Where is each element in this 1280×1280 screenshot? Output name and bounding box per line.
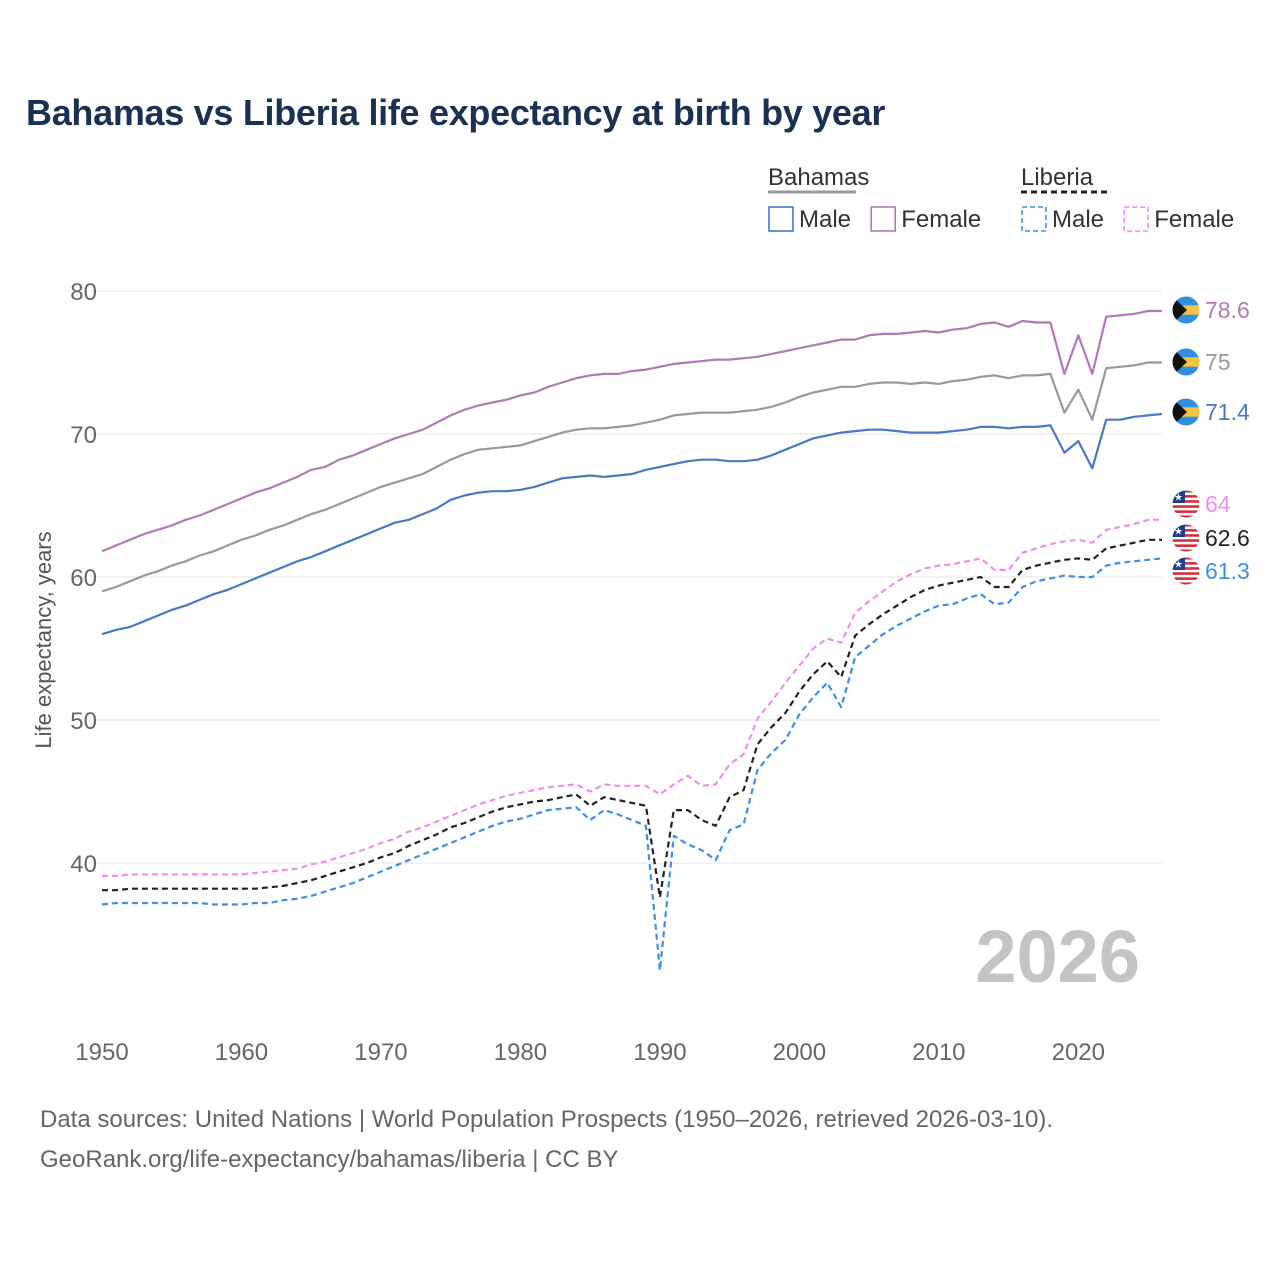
series-line-liberia-male <box>101 557 1163 972</box>
y-tick-label-60: 60 <box>70 565 97 592</box>
end-value-liberia-total: 62.6 <box>1205 525 1250 551</box>
end-labels: 78.6 75 71.4 ★ 64 ★ 62.6 ★ 61.3 <box>1171 295 1250 586</box>
end-marker-liberia-male: ★ 61.3 <box>1171 556 1250 586</box>
legend: Bahamas Male Female Liberia Male Female <box>768 164 1234 233</box>
legend-swatch-bahamas-male <box>768 206 794 232</box>
end-value-bahamas-total: 75 <box>1205 349 1231 375</box>
y-tick-label-70: 70 <box>70 422 97 449</box>
end-value-bahamas-female: 78.6 <box>1205 297 1250 323</box>
liberia-flag-icon: ★ <box>1172 557 1200 585</box>
bahamas-flag-icon <box>1172 296 1200 324</box>
legend-label-liberia-male: Male <box>1052 206 1104 233</box>
x-tick-label-1990: 1990 <box>633 1039 686 1066</box>
x-tick-label-2020: 2020 <box>1052 1039 1105 1066</box>
series-line-bahamas-male <box>101 412 1163 636</box>
source-line-1: Data sources: United Nations | World Pop… <box>40 1106 1054 1133</box>
y-tick-label-50: 50 <box>70 708 97 735</box>
bahamas-flag-icon <box>1172 398 1200 426</box>
end-marker-bahamas-male: 71.4 <box>1171 397 1250 427</box>
x-tick-label-2000: 2000 <box>773 1039 826 1066</box>
bahamas-flag-icon <box>1172 348 1200 376</box>
y-axis-label: Life expectancy, years <box>31 531 56 748</box>
legend-label-liberia-female: Female <box>1154 206 1234 233</box>
series-line-liberia-female <box>102 518 1162 878</box>
y-tick-label-40: 40 <box>70 851 97 878</box>
legend-label-bahamas-male: Male <box>799 206 851 233</box>
x-axis: 1950 1960 1970 1980 1990 2000 2010 2020 <box>75 1039 1105 1066</box>
legend-swatch-liberia-male <box>1021 206 1047 232</box>
series-line-liberia-total <box>102 538 1162 899</box>
x-tick-label-1960: 1960 <box>215 1039 268 1066</box>
legend-group-title: Liberia <box>1021 164 1094 191</box>
legend-swatch-liberia-female <box>1123 206 1149 232</box>
series-line-bahamas-total <box>101 361 1162 593</box>
legend-group-liberia: Liberia Male Female <box>1021 164 1234 233</box>
end-value-bahamas-male: 71.4 <box>1205 399 1250 425</box>
year-watermark: 2026 <box>975 915 1140 998</box>
legend-group-title: Bahamas <box>768 164 869 191</box>
end-value-liberia-male: 61.3 <box>1205 558 1250 584</box>
x-tick-label-1950: 1950 <box>75 1039 128 1066</box>
y-tick-label-80: 80 <box>70 279 97 306</box>
svg-text:★: ★ <box>1174 493 1183 504</box>
end-marker-liberia-total: ★ 62.6 <box>1171 523 1250 553</box>
x-tick-label-1970: 1970 <box>354 1039 407 1066</box>
y-axis: 40 50 60 70 80 Life expectancy, years <box>31 279 97 878</box>
svg-text:★: ★ <box>1174 527 1183 538</box>
gridlines <box>90 290 1162 864</box>
end-marker-liberia-female: ★ 64 <box>1171 489 1231 519</box>
end-value-liberia-female: 64 <box>1205 491 1231 517</box>
series-line-bahamas-female <box>101 309 1162 553</box>
end-marker-bahamas-total: 75 <box>1171 347 1231 377</box>
legend-swatch-bahamas-female <box>870 206 897 232</box>
end-marker-bahamas-female: 78.6 <box>1171 295 1250 325</box>
legend-group-bahamas: Bahamas Male Female <box>768 164 981 233</box>
x-tick-label-2010: 2010 <box>912 1039 965 1066</box>
source-line-2: GeoRank.org/life-expectancy/bahamas/libe… <box>40 1146 619 1173</box>
legend-label-bahamas-female: Female <box>901 206 981 233</box>
svg-text:★: ★ <box>1174 560 1183 571</box>
series-lines <box>101 309 1163 972</box>
chart-title: Bahamas vs Liberia life expectancy at bi… <box>26 92 886 133</box>
x-tick-label-1980: 1980 <box>494 1039 547 1066</box>
